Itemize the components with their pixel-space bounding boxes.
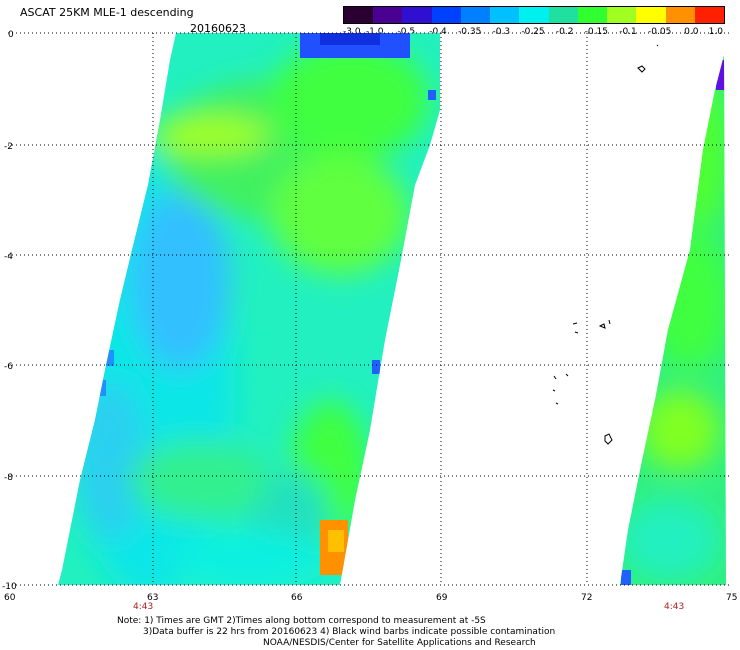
swath-right — [620, 55, 726, 585]
colorbar-label: -0.1 — [619, 27, 637, 37]
colorbar-label: -1.0 — [365, 27, 384, 37]
colorbar-label: -0.05 — [648, 27, 672, 37]
lon-label: 60 — [4, 593, 16, 603]
colorbar-swatch — [694, 7, 725, 23]
lat-label: -6 — [4, 362, 13, 372]
colorbar-label: -0.3 — [492, 27, 511, 37]
lat-label: -2 — [4, 142, 13, 152]
lat-label: -8 — [4, 473, 13, 483]
colorbar-swatch — [636, 7, 666, 23]
note-line-2: 3)Data buffer is 22 hrs from 20160623 4)… — [143, 627, 556, 637]
colorbar-swatch — [373, 7, 403, 23]
swath-left — [58, 33, 440, 585]
pass-time-label: 4:43 — [664, 602, 684, 612]
product-title: ASCAT 25KM MLE-1 descending — [20, 6, 194, 19]
colorbar-swatch — [577, 7, 608, 23]
colorbar-swatch — [431, 7, 461, 23]
note-line-3: NOAA/NESDIS/Center for Satellite Applica… — [263, 638, 536, 648]
colorbar-label: -0.2 — [555, 27, 574, 37]
colorbar-label: 1.0 — [708, 27, 723, 37]
lat-label: -4 — [4, 252, 13, 262]
lon-label: 75 — [726, 593, 737, 603]
colorbar-swatch — [548, 7, 578, 23]
colorbar-swatch — [665, 7, 695, 23]
land-outlines — [552, 44, 659, 445]
product-date: 20160623 — [190, 22, 246, 35]
colorbar — [343, 6, 725, 24]
colorbar-label: -0.35 — [458, 27, 482, 37]
lon-label: 72 — [581, 593, 592, 603]
latitude-labels: 0 -2 -4 -6 -8 -10 — [2, 30, 17, 592]
colorbar-labels: -3.0 -1.0 -0.5 -0.4 -0.35 -0.3 -0.25 -0.2 -0.15 -… — [0, 27, 740, 39]
colorbar-label: -0.4 — [429, 27, 447, 37]
lat-label: -10 — [2, 582, 17, 592]
lat-label: 0 — [8, 30, 14, 40]
gridlines — [8, 32, 732, 586]
note-line-1: Note: 1) Times are GMT 2)Times along bot… — [117, 616, 486, 626]
colorbar-swatch — [344, 7, 374, 23]
colorbar-label: 0.0 — [684, 27, 699, 37]
pass-time-label: 4:43 — [133, 602, 153, 612]
longitude-labels: 60 63 66 69 72 75 — [4, 593, 737, 603]
lon-label: 69 — [436, 593, 448, 603]
lon-label: 66 — [291, 593, 303, 603]
colorbar-swatch — [607, 7, 637, 23]
colorbar-swatch — [460, 7, 491, 23]
colorbar-swatch — [519, 7, 549, 23]
colorbar-label: -3.0 — [343, 27, 361, 37]
colorbar-label: -0.25 — [521, 27, 545, 37]
colorbar-swatch — [402, 7, 432, 23]
colorbar-swatch — [490, 7, 520, 23]
colorbar-label: -0.15 — [584, 27, 608, 37]
lon-label: 63 — [147, 593, 158, 603]
colorbar-label: -0.5 — [397, 27, 416, 37]
